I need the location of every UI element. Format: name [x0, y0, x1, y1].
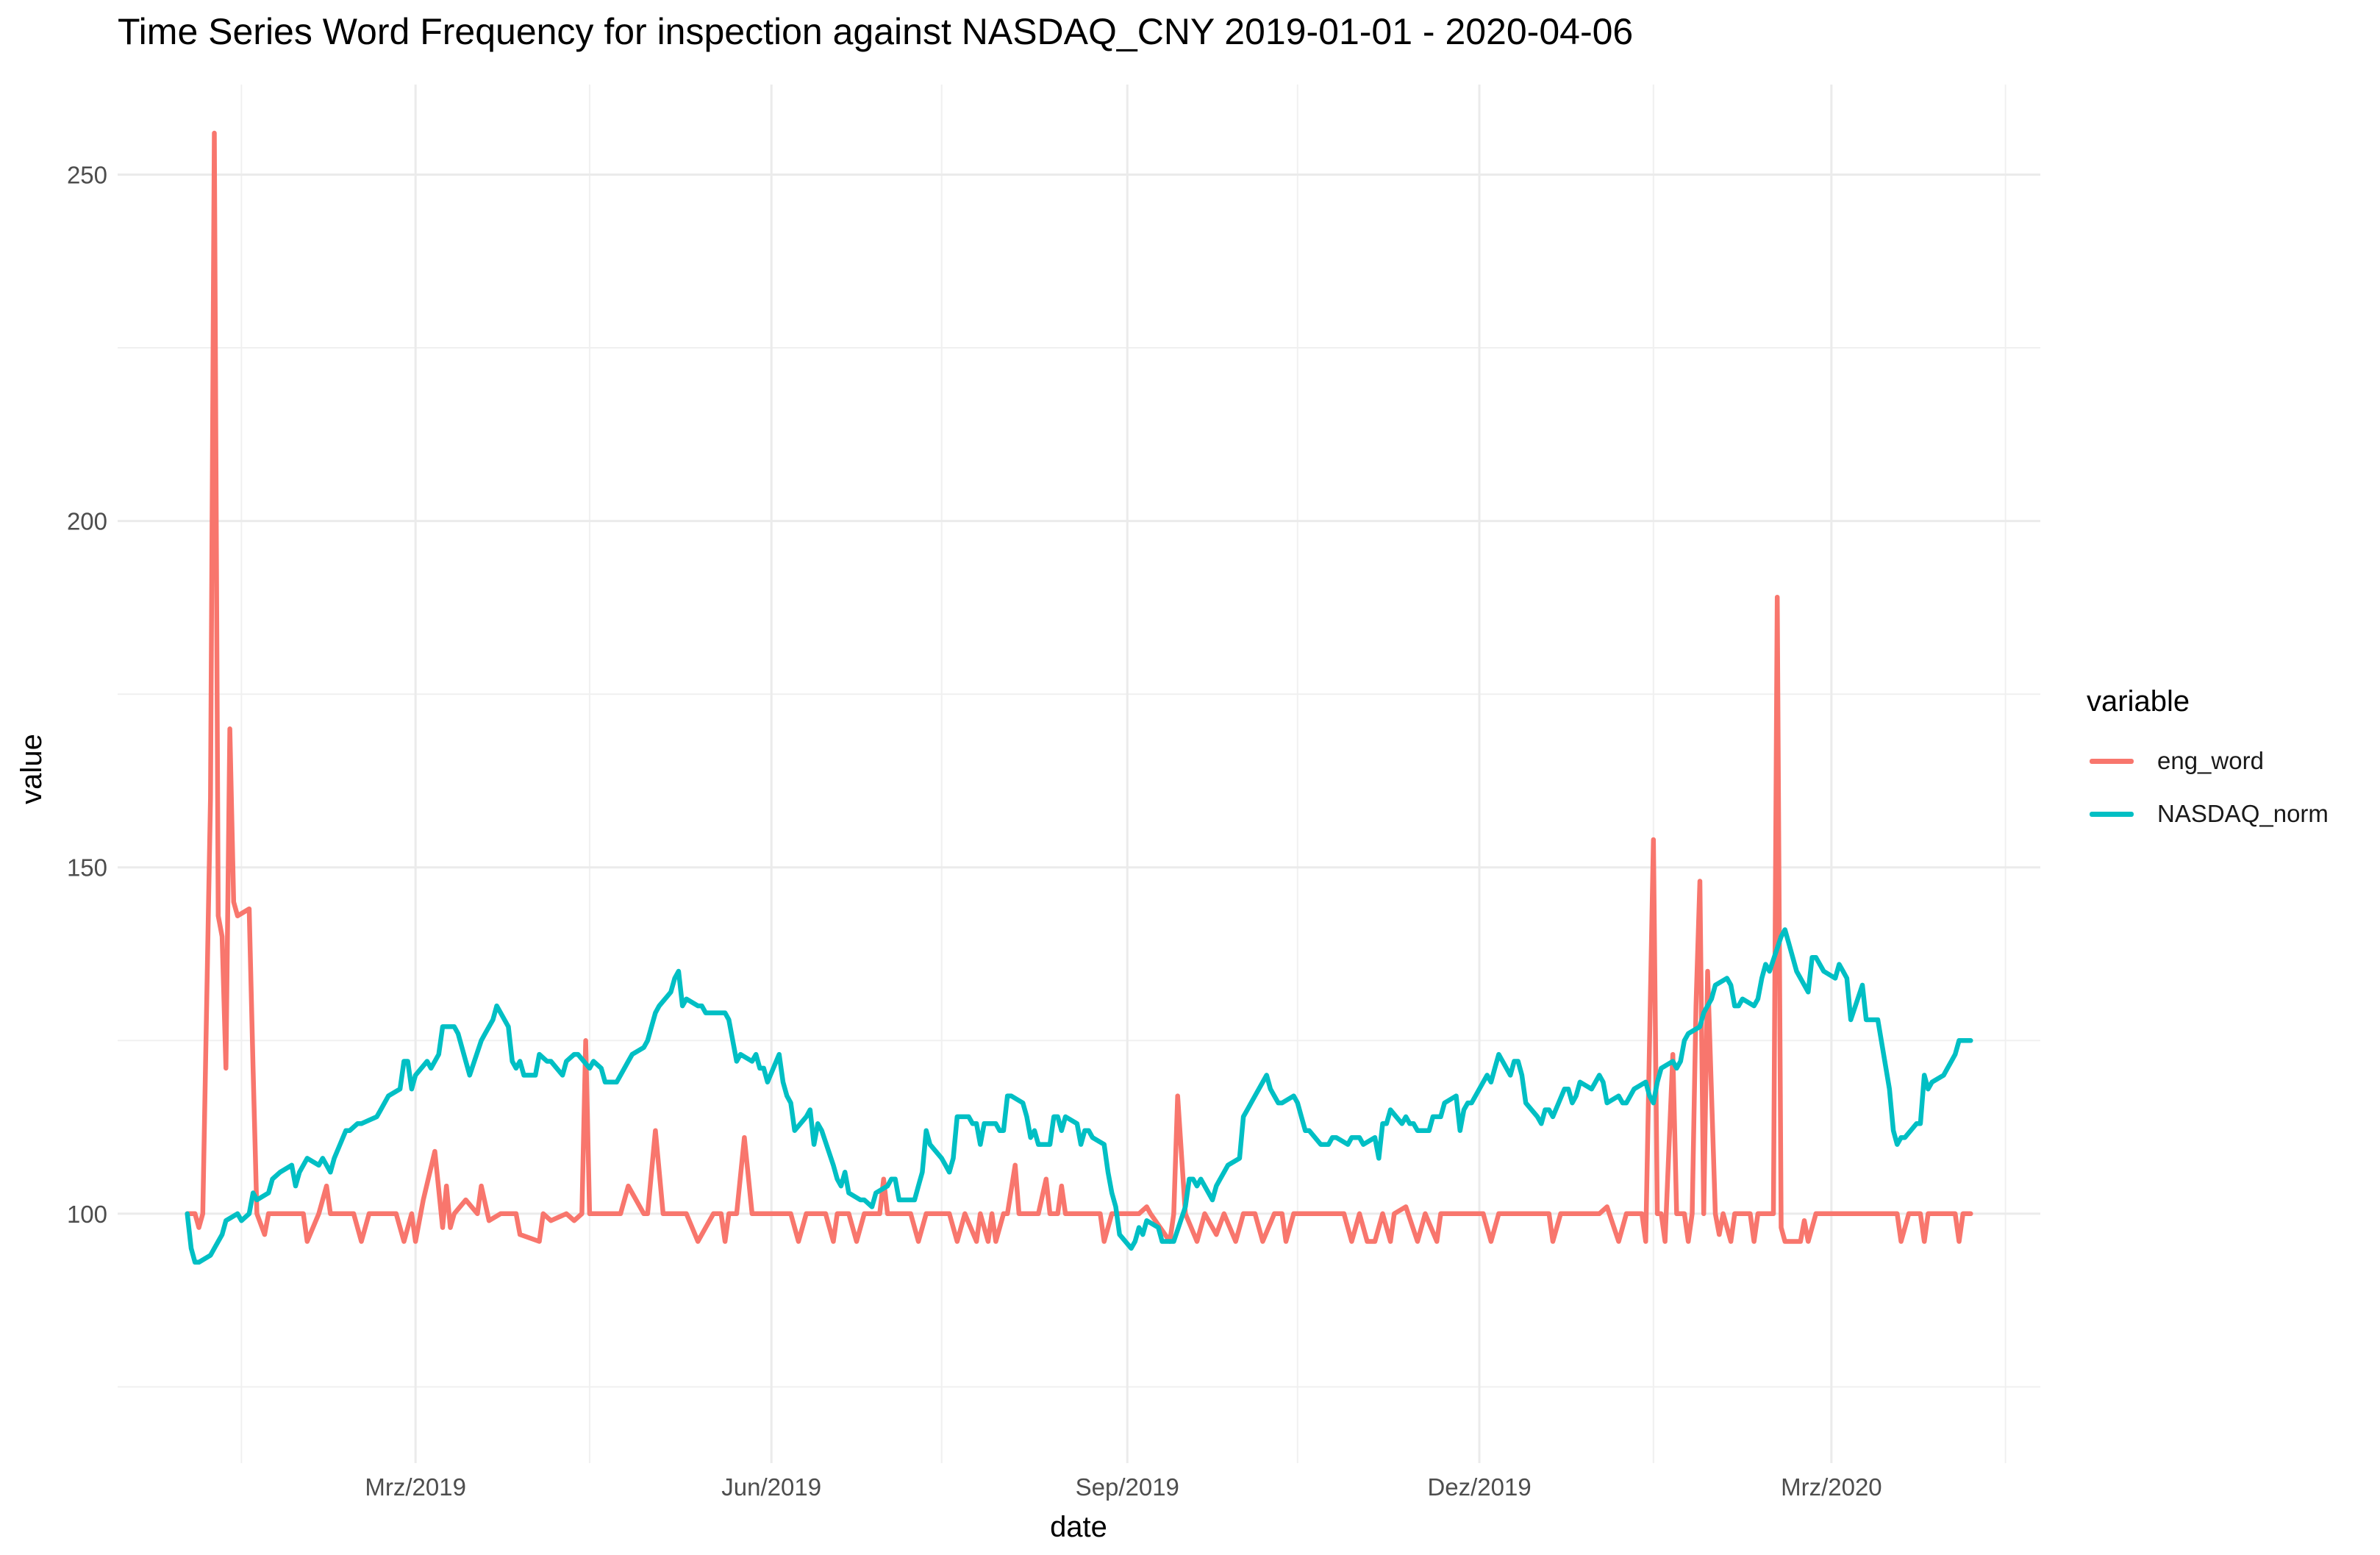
legend-item-eng-word: eng_word: [2087, 734, 2329, 787]
legend-item-nasdaq-norm: NASDAQ_norm: [2087, 787, 2329, 840]
legend-label-nasdaq-norm: NASDAQ_norm: [2157, 800, 2329, 827]
axis-layer: 100 150 200 250 Mrz/2019 Jun/2019 Sep/2019 Dez/…: [67, 161, 1882, 1501]
y-axis-label: value: [15, 734, 48, 804]
y-tick-label: 250: [67, 161, 107, 188]
legend-key-nasdaq-norm: [2090, 811, 2134, 817]
y-tick-label: 200: [67, 508, 107, 535]
x-tick-label: Jun/2019: [721, 1473, 821, 1501]
x-tick-label: Dez/2019: [1427, 1473, 1531, 1501]
legend: variable eng_word NASDAQ_norm: [2087, 685, 2329, 840]
legend-label-eng-word: eng_word: [2157, 747, 2264, 774]
series-line-eng-word: [185, 130, 1973, 1244]
chart-title: Time Series Word Frequency for inspectio…: [118, 11, 1634, 52]
grid-layer: [118, 85, 2040, 1463]
x-axis-label: date: [1050, 1511, 1107, 1543]
legend-title: variable: [2087, 685, 2190, 718]
legend-key-eng-word: [2090, 758, 2134, 764]
y-tick-label: 150: [67, 854, 107, 882]
series-line-nasdaq-norm: [185, 927, 1973, 1265]
y-tick-label: 100: [67, 1201, 107, 1228]
x-tick-label: Sep/2019: [1076, 1473, 1179, 1501]
series-layer: [185, 130, 1973, 1265]
x-tick-label: Mrz/2019: [365, 1473, 466, 1501]
x-tick-label: Mrz/2020: [1781, 1473, 1882, 1501]
